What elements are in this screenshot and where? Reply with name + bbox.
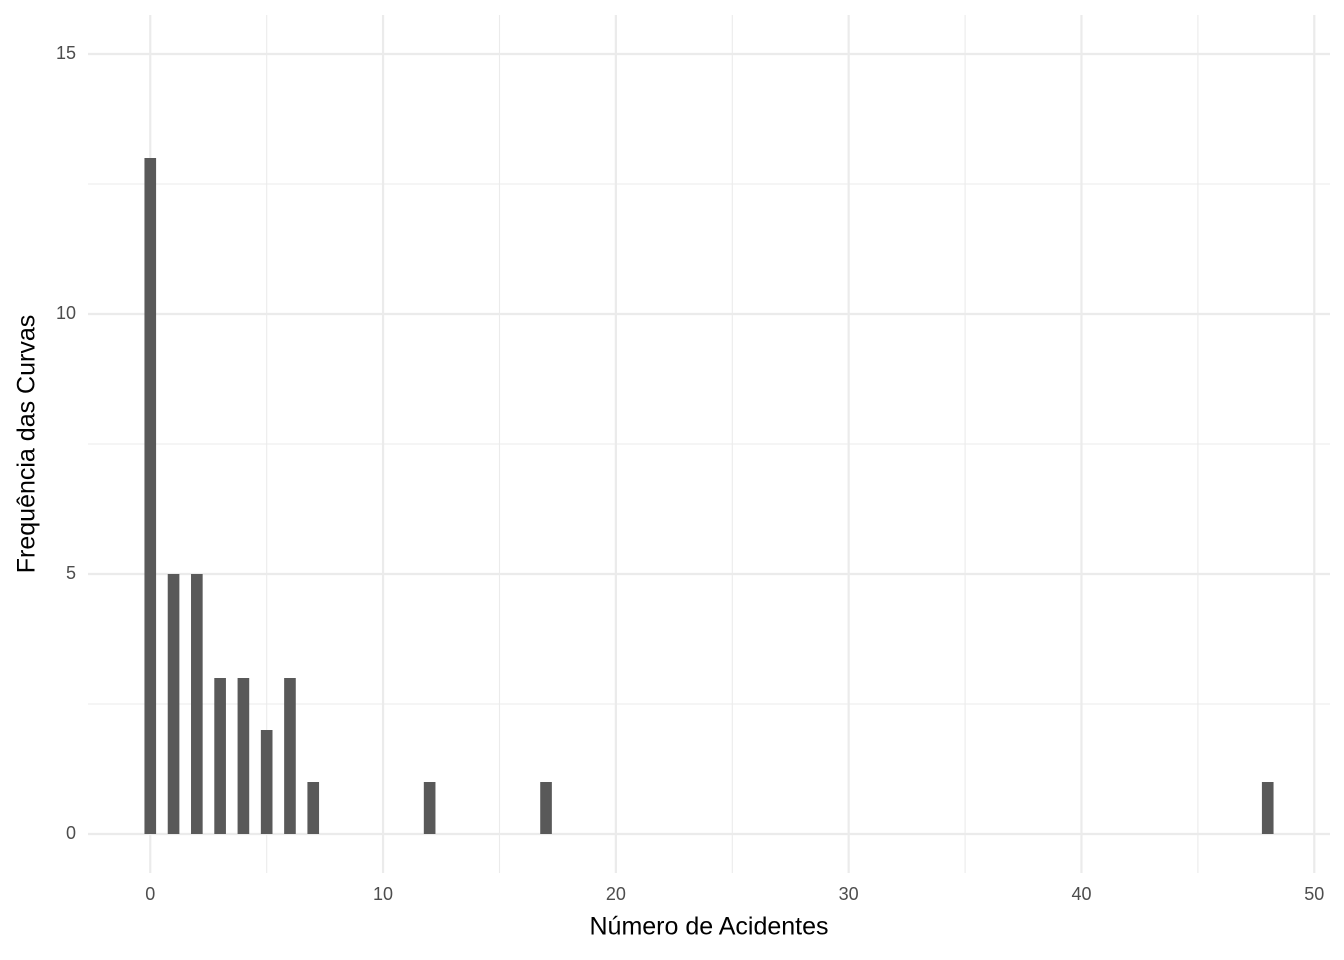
grid <box>88 15 1330 873</box>
bar <box>540 782 552 834</box>
y-tick-label: 10 <box>56 303 76 323</box>
bar <box>284 678 296 834</box>
bar <box>167 574 180 834</box>
bar <box>237 678 250 834</box>
bar <box>423 782 436 834</box>
bar <box>1261 782 1274 834</box>
x-tick-label: 50 <box>1304 884 1324 904</box>
bar <box>144 158 157 834</box>
x-axis-title: Número de Acidentes <box>589 913 828 941</box>
bar <box>214 678 226 834</box>
bar <box>307 782 320 834</box>
y-tick-label: 0 <box>66 823 76 843</box>
y-tick-label: 5 <box>66 563 76 583</box>
x-tick-label: 30 <box>839 884 859 904</box>
x-tick-label: 20 <box>606 884 626 904</box>
x-tick-label: 40 <box>1071 884 1091 904</box>
y-axis-title: Frequência das Curvas <box>13 315 41 573</box>
y-tick-label: 15 <box>56 43 76 63</box>
bar <box>260 730 273 834</box>
x-tick-label: 0 <box>145 884 155 904</box>
bars <box>144 158 1274 834</box>
bar <box>191 574 203 834</box>
x-tick-label: 10 <box>373 884 393 904</box>
